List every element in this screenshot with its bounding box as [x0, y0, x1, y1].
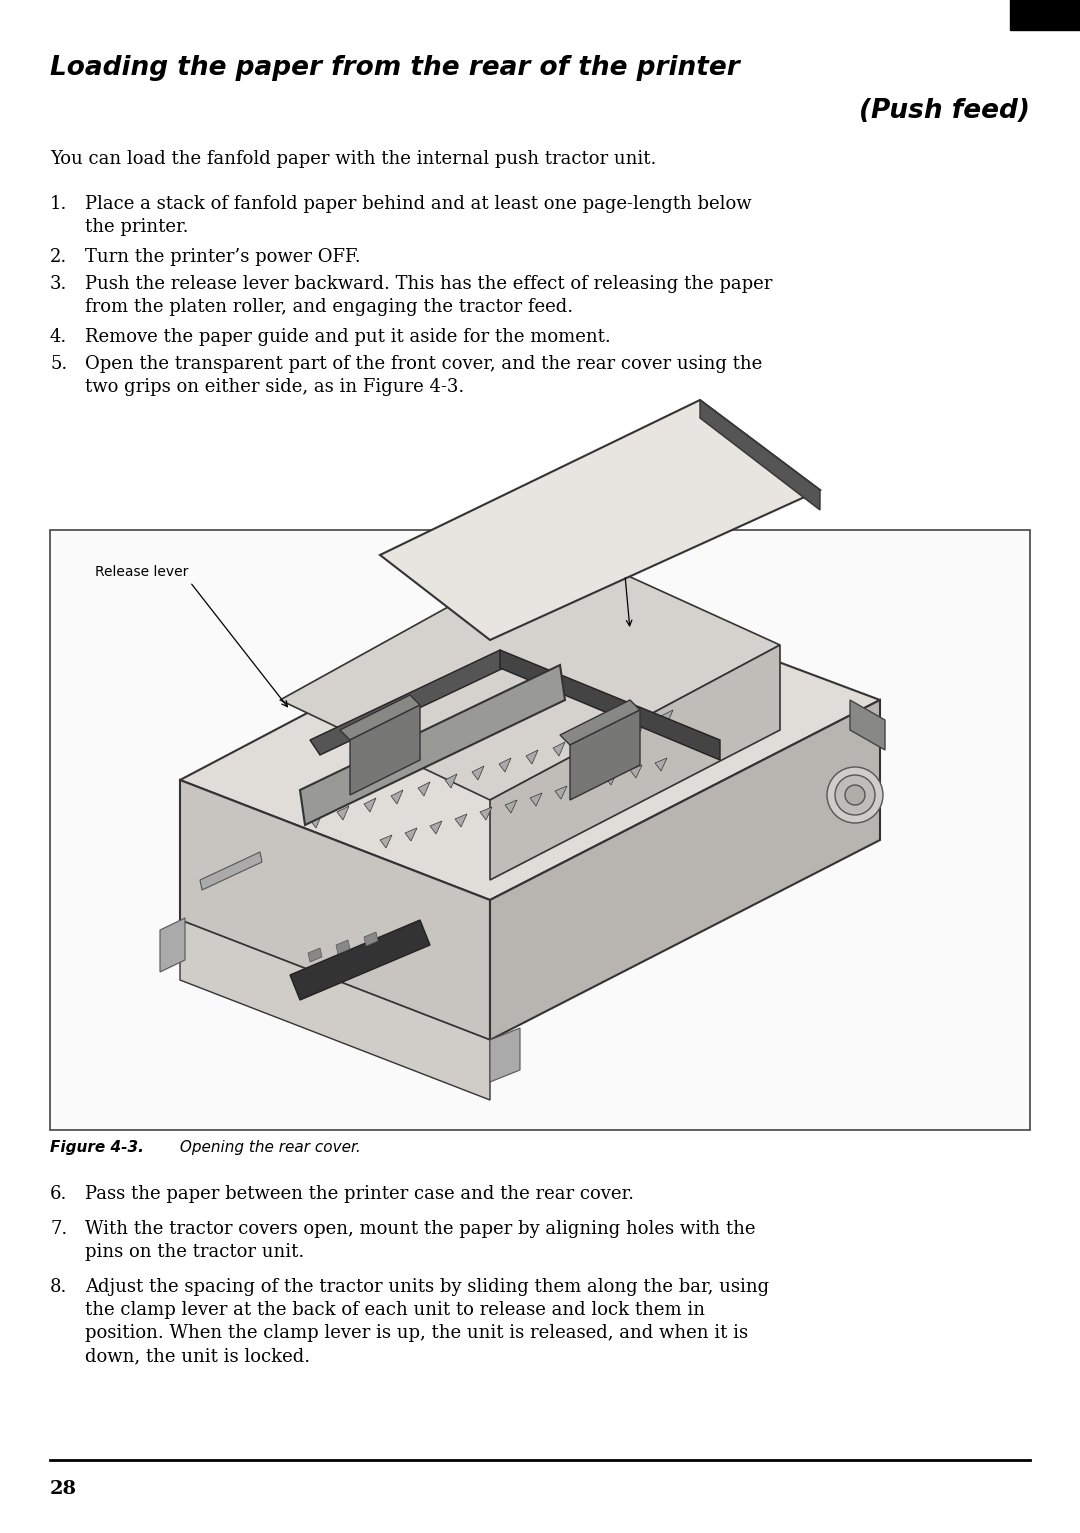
Text: the clamp lever at the back of each unit to release and lock them in: the clamp lever at the back of each unit…	[85, 1302, 705, 1318]
Polygon shape	[380, 400, 820, 639]
Text: Push the release lever backward. This has the effect of releasing the paper: Push the release lever backward. This ha…	[85, 274, 772, 293]
Polygon shape	[570, 710, 640, 800]
Polygon shape	[364, 799, 376, 812]
Polygon shape	[634, 717, 646, 731]
Polygon shape	[499, 757, 511, 773]
Text: two grips on either side, as in Figure 4-3.: two grips on either side, as in Figure 4…	[85, 379, 464, 396]
Polygon shape	[160, 918, 185, 972]
Text: 1.: 1.	[50, 195, 67, 213]
Text: 4.: 4.	[50, 328, 67, 346]
Polygon shape	[505, 800, 517, 812]
Text: 8.: 8.	[50, 1279, 67, 1295]
Polygon shape	[553, 742, 565, 756]
Text: Rear cover: Rear cover	[580, 555, 654, 569]
Text: position. When the clamp lever is up, the unit is released, and when it is: position. When the clamp lever is up, th…	[85, 1325, 748, 1341]
Polygon shape	[580, 779, 592, 793]
Polygon shape	[455, 814, 467, 826]
Circle shape	[845, 785, 865, 805]
Polygon shape	[700, 400, 820, 510]
Polygon shape	[490, 701, 880, 1039]
Polygon shape	[430, 822, 442, 834]
Polygon shape	[336, 940, 350, 954]
Text: from the platen roller, and engaging the tractor feed.: from the platen roller, and engaging the…	[85, 297, 573, 316]
Text: 7.: 7.	[50, 1220, 67, 1239]
Polygon shape	[500, 650, 720, 760]
Text: Figure 4-3.: Figure 4-3.	[50, 1141, 144, 1154]
Polygon shape	[180, 579, 880, 900]
Polygon shape	[337, 806, 349, 820]
Text: Adjust the spacing of the tractor units by sliding them along the bar, using: Adjust the spacing of the tractor units …	[85, 1279, 769, 1295]
Text: Opening the rear cover.: Opening the rear cover.	[175, 1141, 361, 1154]
Text: 28: 28	[50, 1479, 77, 1498]
Polygon shape	[380, 835, 392, 848]
Bar	[1010, 0, 1080, 31]
Polygon shape	[308, 947, 322, 963]
Text: Pass the paper between the printer case and the rear cover.: Pass the paper between the printer case …	[85, 1185, 634, 1203]
Polygon shape	[526, 750, 538, 763]
Polygon shape	[654, 757, 667, 771]
Polygon shape	[445, 774, 457, 788]
Text: You can load the fanfold paper with the internal push tractor unit.: You can load the fanfold paper with the …	[50, 150, 657, 169]
Polygon shape	[580, 734, 592, 748]
Polygon shape	[364, 932, 378, 946]
Polygon shape	[180, 780, 490, 1039]
Text: 6.: 6.	[50, 1185, 67, 1203]
Text: Loading the paper from the rear of the printer: Loading the paper from the rear of the p…	[50, 55, 740, 81]
Text: 3.: 3.	[50, 274, 67, 293]
Polygon shape	[340, 694, 420, 740]
Circle shape	[827, 766, 883, 823]
Text: the printer.: the printer.	[85, 218, 189, 236]
Polygon shape	[490, 1029, 519, 1082]
Polygon shape	[300, 665, 565, 825]
Polygon shape	[850, 701, 885, 750]
Text: Release lever: Release lever	[95, 566, 188, 579]
Polygon shape	[405, 828, 417, 842]
Polygon shape	[530, 793, 542, 806]
Polygon shape	[480, 806, 492, 820]
Text: down, the unit is locked.: down, the unit is locked.	[85, 1348, 310, 1364]
Text: Place a stack of fanfold paper behind and at least one page-length below: Place a stack of fanfold paper behind an…	[85, 195, 752, 213]
Polygon shape	[555, 786, 567, 799]
Text: Remove the paper guide and put it aside for the moment.: Remove the paper guide and put it aside …	[85, 328, 611, 346]
Polygon shape	[630, 765, 642, 779]
Text: Turn the printer’s power OFF.: Turn the printer’s power OFF.	[85, 248, 361, 267]
Polygon shape	[490, 645, 780, 880]
Text: With the tractor covers open, mount the paper by aligning holes with the: With the tractor covers open, mount the …	[85, 1220, 756, 1239]
Polygon shape	[200, 852, 262, 891]
Polygon shape	[291, 920, 430, 1000]
Text: 5.: 5.	[50, 356, 67, 373]
Text: 2.: 2.	[50, 248, 67, 267]
Text: (Push feed): (Push feed)	[859, 98, 1030, 124]
Polygon shape	[310, 650, 510, 754]
Polygon shape	[607, 727, 619, 740]
Polygon shape	[310, 814, 322, 828]
Polygon shape	[350, 705, 420, 796]
Bar	[50, 530, 1030, 1130]
Polygon shape	[418, 782, 430, 796]
Polygon shape	[280, 546, 780, 800]
Text: pins on the tractor unit.: pins on the tractor unit.	[85, 1243, 305, 1262]
Polygon shape	[661, 710, 673, 724]
Circle shape	[835, 776, 875, 816]
Polygon shape	[180, 920, 490, 1101]
Polygon shape	[472, 766, 484, 780]
Polygon shape	[605, 773, 617, 785]
Text: Open the transparent part of the front cover, and the rear cover using the: Open the transparent part of the front c…	[85, 356, 762, 373]
Polygon shape	[391, 789, 403, 803]
Polygon shape	[561, 701, 640, 745]
